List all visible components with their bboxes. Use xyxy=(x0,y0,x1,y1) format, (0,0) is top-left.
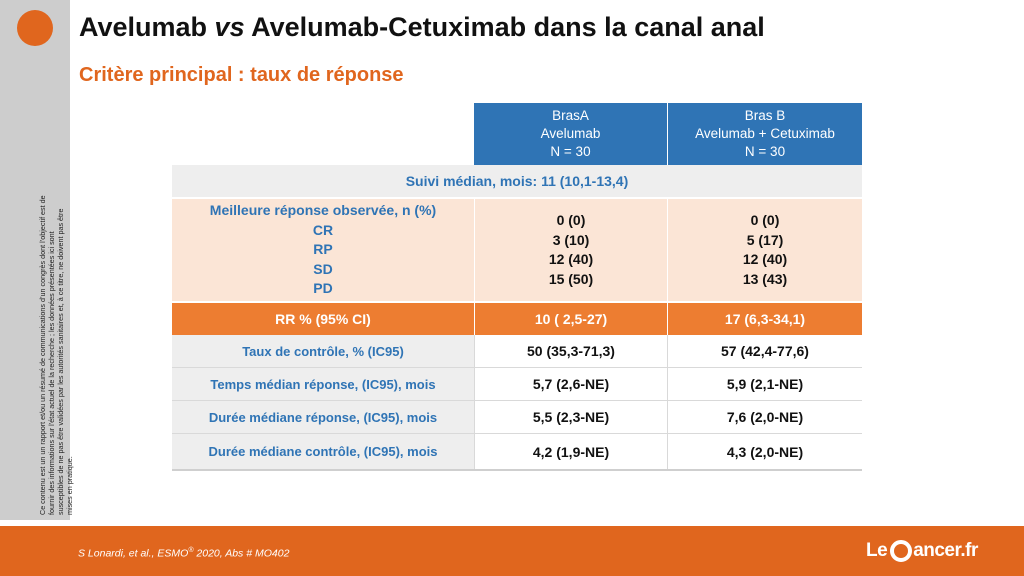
row-arm-a-value: 50 (35,3-71,3) xyxy=(474,335,668,367)
category-pd: PD xyxy=(313,280,333,297)
arm-a-pd: 15 (50) xyxy=(548,270,594,287)
row-arm-a-value: 5,5 (2,3-NE) xyxy=(474,401,668,433)
footer-bar: S Lonardi, et al., ESMO® 2020, Abs # MO4… xyxy=(0,526,1024,576)
rr-arm-b: 17 (6,3-34,1) xyxy=(724,311,806,327)
best-response-arm-b: 0 (0) 5 (17) 12 (40) 13 (43) xyxy=(668,199,862,301)
disclaimer-text: Ce contenu est un un rapport et/ou un ré… xyxy=(38,195,74,515)
category-cr: CR xyxy=(312,221,334,238)
header-empty-cell xyxy=(172,103,474,165)
left-sidebar: Ce contenu est un un rapport et/ou un ré… xyxy=(0,0,74,520)
logo-text-right: ancer.fr xyxy=(913,540,978,561)
arm-a-rp: 3 (10) xyxy=(552,231,590,248)
table-row: Durée médiane réponse, (IC95), mois 5,5 … xyxy=(172,401,862,434)
rr-arm-a: 10 ( 2,5-27) xyxy=(474,303,668,335)
logo-ring-icon xyxy=(890,540,913,562)
row-arm-a-value: 4,2 (1,9-NE) xyxy=(474,434,668,469)
followup-row: Suivi médian, mois: 11 (10,1-13,4) xyxy=(172,165,862,199)
arm-b-treatment: Avelumab + Cetuximab xyxy=(695,126,835,141)
row-label: Durée médiane réponse, (IC95), mois xyxy=(172,401,474,433)
rr-label: RR % (95% CI) xyxy=(275,311,371,327)
best-response-label-cell: Meilleure réponse observée, n (%) CR RP … xyxy=(172,199,474,301)
title-part1: Avelumab xyxy=(79,12,215,42)
row-label: Temps médian réponse, (IC95), mois xyxy=(172,368,474,400)
results-table: BrasA Avelumab N = 30 Bras B Avelumab + … xyxy=(172,103,862,471)
arm-a-cr: 0 (0) xyxy=(556,212,586,228)
category-sd: SD xyxy=(313,260,333,277)
arm-a-name: BrasA xyxy=(552,108,589,123)
arm-b-rp: 5 (17) xyxy=(746,231,784,248)
row-label: Taux de contrôle, % (IC95) xyxy=(172,335,474,367)
citation-congress: ESMO xyxy=(157,547,189,560)
row-arm-b-value: 4,3 (2,0-NE) xyxy=(668,434,862,469)
arm-a-n: N = 30 xyxy=(550,144,591,159)
row-arm-b-value: 5,9 (2,1-NE) xyxy=(668,368,862,400)
logo-text-left: Le xyxy=(866,540,888,561)
arm-a-sd: 12 (40) xyxy=(548,251,594,267)
header-arm-a: BrasA Avelumab N = 30 xyxy=(474,103,668,165)
title-vs: vs xyxy=(214,12,245,42)
row-arm-a-value: 5,7 (2,6-NE) xyxy=(474,368,668,400)
arm-b-cr: 0 (0) xyxy=(750,212,780,228)
citation-rest: 2020, Abs # MO402 xyxy=(193,547,290,560)
lecancer-logo: Le ancer.fr xyxy=(866,538,978,564)
arm-b-name: Bras B xyxy=(744,108,786,123)
table-row: Temps médian réponse, (IC95), mois 5,7 (… xyxy=(172,368,862,401)
citation: S Lonardi, et al., ESMO® 2020, Abs # MO4… xyxy=(78,547,289,560)
title-part2: Avelumab-Cetuximab dans la canal anal xyxy=(244,12,765,42)
row-arm-b-value: 7,6 (2,0-NE) xyxy=(668,401,862,433)
orange-dot-icon xyxy=(17,10,53,46)
category-rp: RP xyxy=(313,241,333,258)
best-response-arm-a: 0 (0) 3 (10) 12 (40) 15 (50) xyxy=(474,199,668,301)
citation-authors: S Lonardi, et al., xyxy=(78,547,158,560)
slide-subtitle: Critère principal : taux de réponse xyxy=(79,64,404,86)
row-arm-b-value: 57 (42,4-77,6) xyxy=(668,335,862,367)
arm-a-treatment: Avelumab xyxy=(540,126,601,141)
row-label: Durée médiane contrôle, (IC95), mois xyxy=(172,434,474,469)
arm-b-n: N = 30 xyxy=(744,144,786,159)
citation-registered-mark: ® xyxy=(188,547,194,554)
best-response-label: Meilleure réponse observée, n (%) xyxy=(209,202,437,219)
slide-title: Avelumab vs Avelumab-Cetuximab dans la c… xyxy=(79,12,765,43)
table-header-row: BrasA Avelumab N = 30 Bras B Avelumab + … xyxy=(172,103,862,165)
table-row: Taux de contrôle, % (IC95) 50 (35,3-71,3… xyxy=(172,335,862,368)
header-arm-b: Bras B Avelumab + Cetuximab N = 30 xyxy=(668,103,862,165)
arm-b-pd: 13 (43) xyxy=(742,270,788,287)
table-row: Durée médiane contrôle, (IC95), mois 4,2… xyxy=(172,434,862,471)
arm-b-sd: 12 (40) xyxy=(742,251,788,267)
rr-row: RR % (95% CI) 10 ( 2,5-27) 17 (6,3-34,1) xyxy=(172,303,862,335)
best-response-row: Meilleure réponse observée, n (%) CR RP … xyxy=(172,199,862,303)
